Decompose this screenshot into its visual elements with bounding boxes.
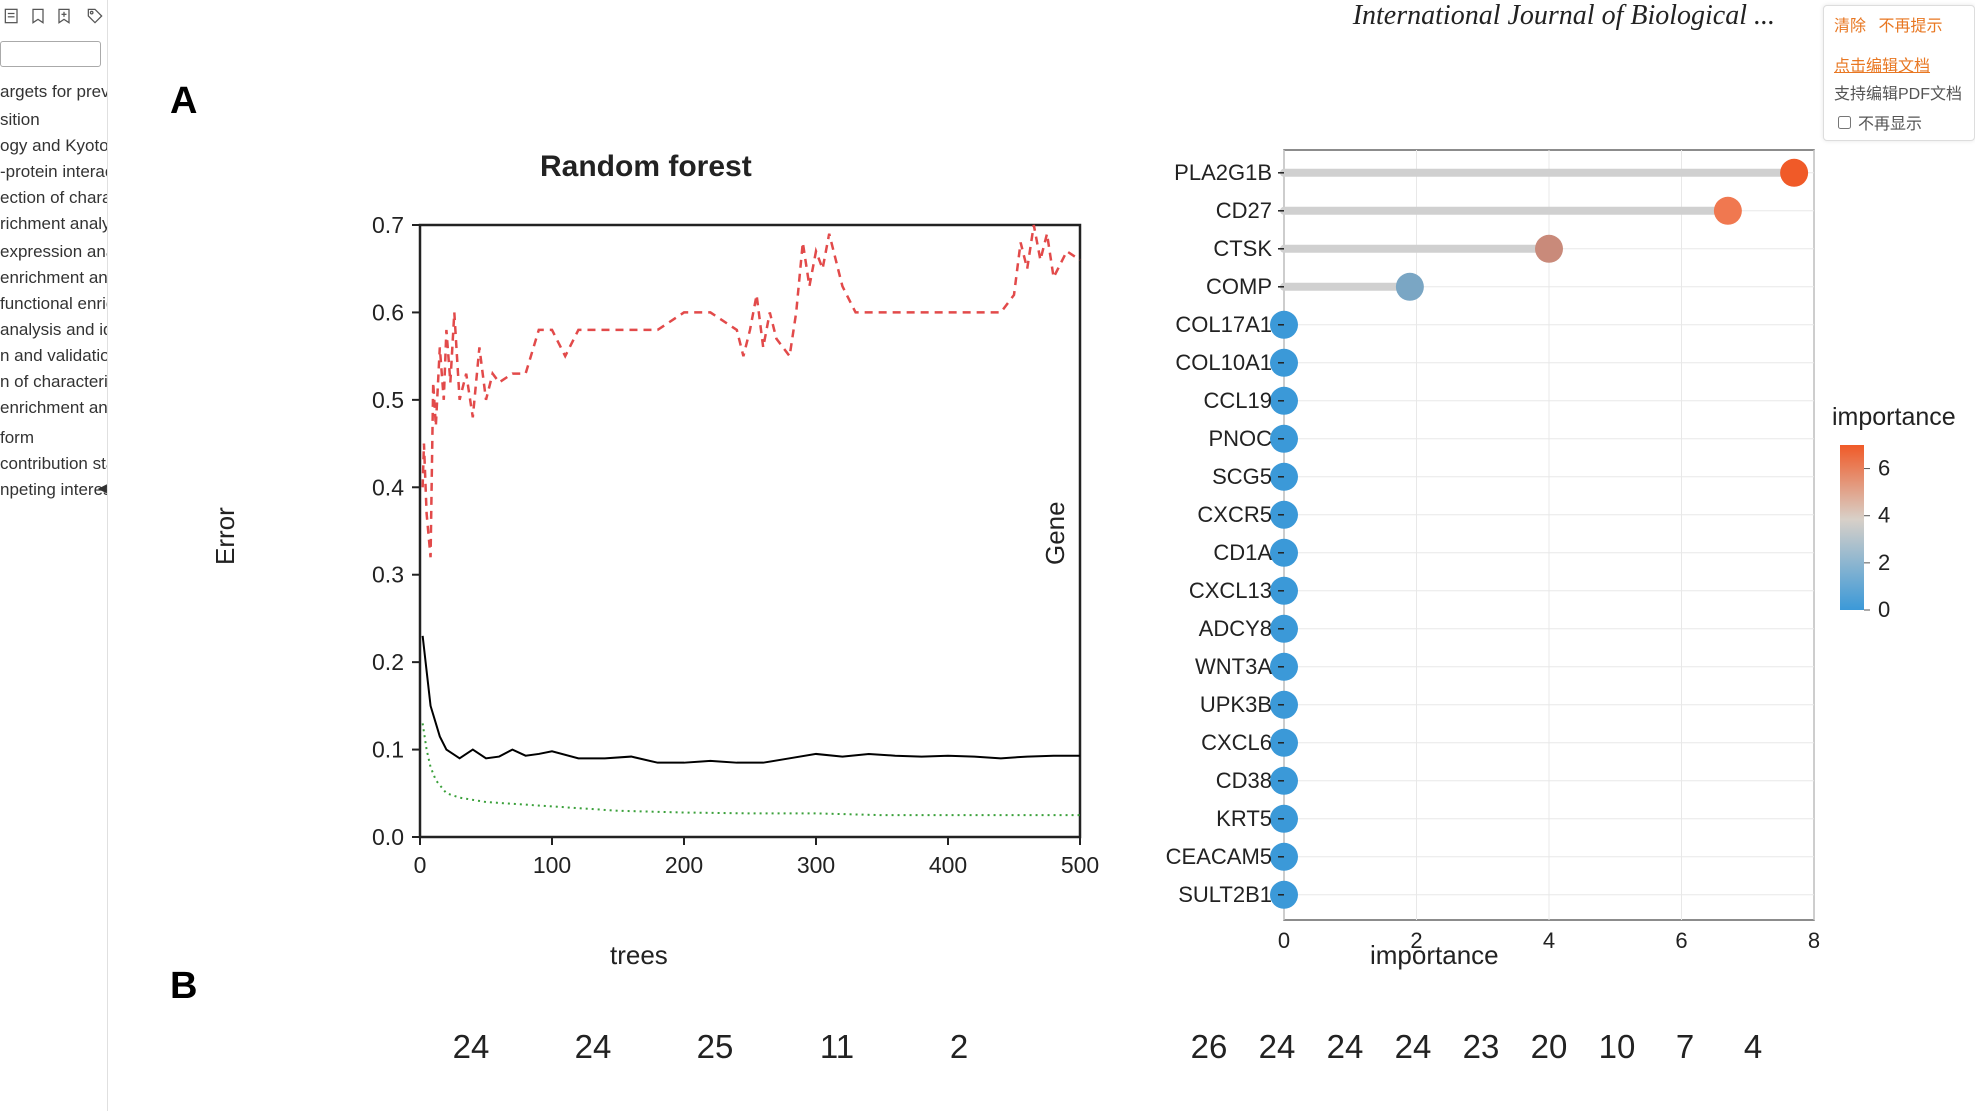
panel-b-number: 20: [1515, 1028, 1583, 1066]
no-show-label[interactable]: 不再显示: [1834, 110, 1964, 134]
outline-item[interactable]: n of characterist: [0, 369, 107, 395]
svg-text:importance: importance: [1832, 403, 1956, 431]
svg-text:CEACAM5: CEACAM5: [1166, 844, 1272, 869]
outline-item[interactable]: analysis and ide: [0, 317, 107, 343]
edit-link-wrap: 点击编辑文档: [1834, 52, 1964, 76]
bookmark-add-icon[interactable]: [54, 6, 74, 33]
svg-text:PLA2G1B: PLA2G1B: [1174, 160, 1272, 185]
panel-b-number: 24: [1311, 1028, 1379, 1066]
svg-text:0: 0: [1278, 928, 1290, 953]
svg-text:UPK3B: UPK3B: [1200, 692, 1272, 717]
svg-text:KRT5: KRT5: [1216, 806, 1272, 831]
outline-items: argets for prevensitionogy and Kyoto e-p…: [0, 71, 107, 503]
svg-text:6: 6: [1878, 456, 1890, 481]
svg-text:8: 8: [1808, 928, 1820, 953]
svg-text:WNT3A: WNT3A: [1195, 654, 1272, 679]
panel-b-number: 24: [532, 1028, 654, 1066]
outline-item[interactable]: form: [0, 425, 107, 451]
svg-text:2: 2: [1410, 928, 1422, 953]
outline-item[interactable]: n and validation: [0, 343, 107, 369]
panel-b-number: 7: [1651, 1028, 1719, 1066]
svg-text:CD1A: CD1A: [1213, 540, 1272, 565]
panel-b-right-numbers: 2624242423201074: [1175, 1028, 1787, 1066]
svg-text:SULT2B1: SULT2B1: [1178, 882, 1272, 907]
svg-text:4: 4: [1543, 928, 1555, 953]
panel-b-number: 23: [1447, 1028, 1515, 1066]
no-show-checkbox[interactable]: [1838, 116, 1851, 129]
outline-item[interactable]: enrichment analy: [0, 265, 107, 291]
svg-text:CXCL13: CXCL13: [1189, 578, 1272, 603]
outline-item[interactable]: enrichment analy: [0, 395, 107, 421]
svg-text:4: 4: [1878, 503, 1890, 528]
svg-text:6: 6: [1675, 928, 1687, 953]
panel-b-number: 24: [410, 1028, 532, 1066]
annotation-subtitle: 支持编辑PDF文档: [1834, 80, 1964, 104]
outline-item[interactable]: ogy and Kyoto e: [0, 133, 107, 159]
svg-text:CD38: CD38: [1216, 768, 1272, 793]
svg-text:CXCL6: CXCL6: [1201, 730, 1272, 755]
gene-importance-chart: 0 2 4 6 8 PLA2G1B CD27 CTSK COMP COL17A1 COL10A1 CC…: [110, 0, 1975, 1000]
sidebar-search-input[interactable]: [0, 41, 101, 67]
panel-b-number: 11: [776, 1028, 898, 1066]
panel-b-number: 26: [1175, 1028, 1243, 1066]
outline-item[interactable]: sition: [0, 107, 107, 133]
outline-item[interactable]: -protein interac: [0, 159, 107, 185]
bookmark-icon[interactable]: [28, 6, 48, 33]
svg-text:CTSK: CTSK: [1213, 236, 1272, 261]
outline-item[interactable]: contribution sta◀: [0, 451, 107, 477]
panel-b-number: 2: [898, 1028, 1020, 1066]
svg-text:2: 2: [1878, 550, 1890, 575]
no-prompt-link[interactable]: 不再提示: [1878, 18, 1942, 35]
outline-item[interactable]: richment analysi: [0, 211, 107, 237]
outline-item[interactable]: expression analy: [0, 239, 107, 265]
document-view: International Journal of Biological ... …: [110, 0, 1975, 1111]
svg-text:CXCR5: CXCR5: [1197, 502, 1272, 527]
pdf-outline-sidebar: argets for prevensitionogy and Kyoto e-p…: [0, 0, 108, 1111]
outline-icon[interactable]: [2, 6, 22, 33]
panel-b-left-numbers: 242425112: [410, 1028, 1020, 1066]
svg-text:CCL19: CCL19: [1204, 388, 1272, 413]
sidebar-toolbar: [0, 0, 107, 39]
svg-text:COL17A1: COL17A1: [1175, 312, 1272, 337]
no-show-text: 不再显示: [1858, 110, 1922, 134]
tag-icon[interactable]: [85, 6, 105, 33]
panel-b-number: 24: [1243, 1028, 1311, 1066]
svg-text:SCG5: SCG5: [1212, 464, 1272, 489]
sidebar-search-wrap: [0, 39, 107, 71]
clear-link[interactable]: 清除: [1834, 18, 1866, 35]
annotation-links: 清除 不再提示: [1834, 12, 1964, 36]
annotation-popup: 清除 不再提示 点击编辑文档 支持编辑PDF文档 不再显示: [1823, 5, 1975, 141]
panel-b-number: 4: [1719, 1028, 1787, 1066]
outline-item[interactable]: npeting interest: [0, 477, 107, 503]
svg-text:CD27: CD27: [1216, 198, 1272, 223]
outline-item[interactable]: ection of charact: [0, 185, 107, 211]
outline-item[interactable]: functional enricl: [0, 291, 107, 317]
edit-doc-link[interactable]: 点击编辑文档: [1834, 58, 1930, 75]
svg-text:COL10A1: COL10A1: [1175, 350, 1272, 375]
panel-b-number: 25: [654, 1028, 776, 1066]
svg-text:COMP: COMP: [1206, 274, 1272, 299]
panel-b-number: 10: [1583, 1028, 1651, 1066]
svg-text:ADCY8: ADCY8: [1199, 616, 1272, 641]
svg-text:PNOC: PNOC: [1208, 426, 1272, 451]
panel-b-number: 24: [1379, 1028, 1447, 1066]
svg-text:0: 0: [1878, 597, 1890, 622]
outline-item[interactable]: argets for preven: [0, 79, 107, 105]
